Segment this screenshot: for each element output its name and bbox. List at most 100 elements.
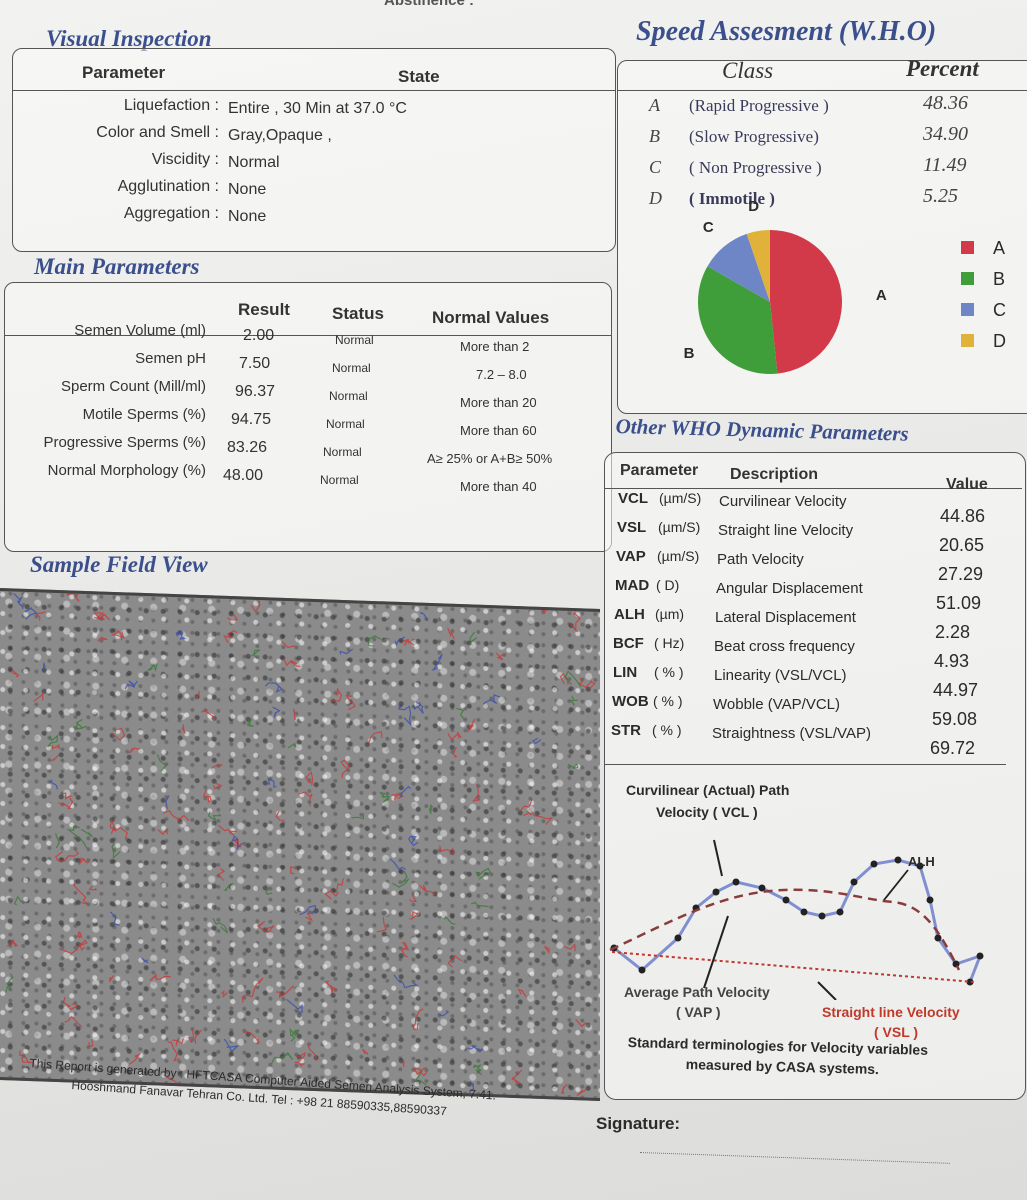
- visual-col-state: State: [398, 67, 440, 86]
- other-row-desc: Curvilinear Velocity: [719, 493, 847, 510]
- sperm-track: [368, 731, 383, 744]
- other-row-unit: (µm/S): [658, 519, 701, 535]
- sperm-track: [33, 691, 44, 702]
- speed-pie-chart: [698, 230, 842, 374]
- legend-label-b: B: [993, 269, 1006, 289]
- other-row-unit: ( % ): [654, 664, 684, 680]
- sperm-track: [412, 1008, 424, 1030]
- sperm-track: [401, 942, 410, 958]
- sperm-track: [109, 818, 128, 840]
- visual-inspection-box: [12, 48, 616, 252]
- sperm-track: [55, 833, 60, 849]
- sperm-track: [264, 682, 284, 694]
- other-row-unit: ( Hz): [654, 635, 685, 651]
- sperm-track: [80, 828, 93, 838]
- sperm-track: [472, 783, 481, 802]
- sperm-track: [275, 810, 285, 821]
- speed-row-letter: B: [649, 126, 660, 146]
- sperm-track: [447, 627, 455, 640]
- vsl-path: [611, 951, 975, 983]
- sperm-track: [61, 792, 72, 800]
- other-row-param: VSL: [617, 519, 647, 536]
- vcl-point: [758, 884, 766, 892]
- sperm-track: [469, 631, 478, 644]
- vsl-arrow: [817, 981, 837, 1000]
- main-parameters-title: Main Parameters: [34, 254, 200, 279]
- vcl-point: [934, 934, 942, 942]
- vcl-label-line2: Velocity ( VCL ): [656, 804, 758, 820]
- main-row-result: 48.00: [223, 467, 264, 484]
- sperm-track: [251, 649, 262, 660]
- sperm-track: [306, 1043, 318, 1061]
- sperm-track: [575, 1018, 587, 1028]
- sperm-track: [471, 901, 489, 908]
- visual-row-value: Gray,Opaque ,: [228, 127, 332, 144]
- main-row-normal: More than 20: [460, 395, 537, 410]
- sperm-track: [447, 731, 462, 741]
- sperm-track: [149, 973, 171, 982]
- other-who-box: [604, 452, 1026, 1100]
- sperm-track: [292, 708, 296, 721]
- speed-row-class: ( Non Progressive ): [689, 158, 822, 177]
- other-row-value: 27.29: [938, 564, 984, 584]
- sperm-track: [47, 734, 59, 748]
- other-row-desc: Beat cross frequency: [714, 638, 855, 655]
- sperm-track: [162, 809, 190, 822]
- sperm-track: [181, 724, 186, 735]
- sperm-track: [66, 825, 88, 849]
- main-row-label: Progressive Sperms (%): [43, 434, 206, 451]
- sperm-track: [324, 890, 339, 900]
- main-row-label: Sperm Count (Mill/ml): [60, 378, 206, 395]
- sperm-track: [392, 870, 410, 888]
- sperm-track: [217, 824, 237, 837]
- sperm-track: [110, 629, 125, 641]
- sperm-track: [230, 835, 243, 851]
- main-row-result: 7.50: [239, 355, 271, 372]
- sperm-track: [475, 867, 492, 880]
- sperm-track: [467, 1044, 484, 1053]
- sperm-track: [58, 797, 74, 810]
- sperm-track: [408, 835, 419, 847]
- main-row-status: Normal: [335, 333, 374, 347]
- sperm-track: [223, 629, 238, 644]
- other-row-desc: Path Velocity: [717, 551, 804, 568]
- main-row-label: Semen pH: [135, 350, 206, 367]
- sperm-track: [345, 694, 356, 711]
- sperm-track: [379, 791, 391, 803]
- sperm-track: [466, 718, 476, 733]
- sperm-track: [531, 811, 554, 825]
- other-row-param: ALH: [614, 606, 645, 623]
- speed-col-percent: Percent: [906, 56, 979, 81]
- sperm-track: [263, 777, 277, 788]
- other-row-param: VCL: [618, 490, 648, 507]
- legend-label-c: C: [993, 300, 1006, 320]
- sperm-track: [202, 789, 212, 803]
- sperm-track: [147, 663, 158, 673]
- sperm-track: [400, 1061, 405, 1068]
- speed-assessment-box: [617, 60, 1027, 414]
- main-row-result: 94.75: [231, 411, 272, 428]
- other-row-value: 59.08: [932, 709, 978, 729]
- sperm-track: [438, 1010, 450, 1017]
- sperm-track: [129, 747, 141, 754]
- sperm-track: [452, 746, 458, 758]
- speed-row-letter: D: [649, 188, 662, 208]
- pie-label-c: C: [702, 219, 714, 236]
- sperm-track: [256, 920, 275, 933]
- abstinence-label: Abstinence :: [384, 0, 475, 9]
- sperm-track: [72, 883, 89, 905]
- sample-field-image: [0, 588, 600, 1101]
- signature-line: [639, 1152, 950, 1164]
- sperm-track: [413, 1069, 427, 1086]
- sperm-track: [175, 630, 187, 640]
- sperm-track: [212, 782, 223, 790]
- sperm-track: [265, 886, 273, 895]
- legend-label-d: D: [993, 331, 1006, 351]
- sperm-track: [79, 939, 88, 952]
- sperm-track: [420, 612, 429, 622]
- sperm-track: [97, 636, 108, 642]
- other-row-unit: (µm/S): [659, 490, 702, 506]
- main-header-divider: [4, 335, 612, 336]
- sperm-track: [419, 884, 436, 896]
- visual-row-value: Normal: [228, 154, 280, 171]
